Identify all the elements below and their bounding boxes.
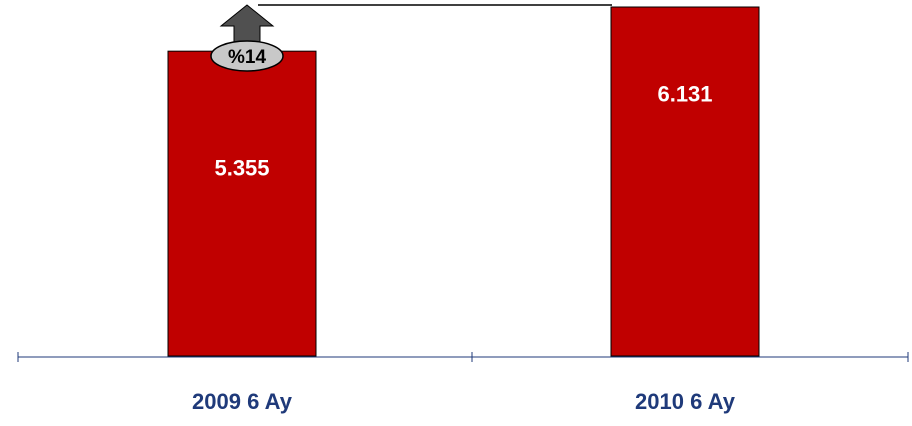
growth-percentage-label: %14 [228, 47, 266, 68]
bar-1 [167, 50, 317, 357]
bar-value-label-2: 6.131 [657, 82, 712, 107]
growth-badge [210, 40, 284, 72]
chart-labels: 5.355 6.131 %14 [214, 47, 712, 181]
bar-2 [610, 6, 760, 357]
x-tick-label-2: 2010 6 Ay [635, 389, 736, 414]
x-axis: 2009 6 Ay 2010 6 Ay [17, 352, 909, 414]
chart-marks [167, 4, 760, 357]
bar-value-label-1: 5.355 [214, 156, 269, 181]
x-tick-label-1: 2009 6 Ay [192, 389, 293, 414]
